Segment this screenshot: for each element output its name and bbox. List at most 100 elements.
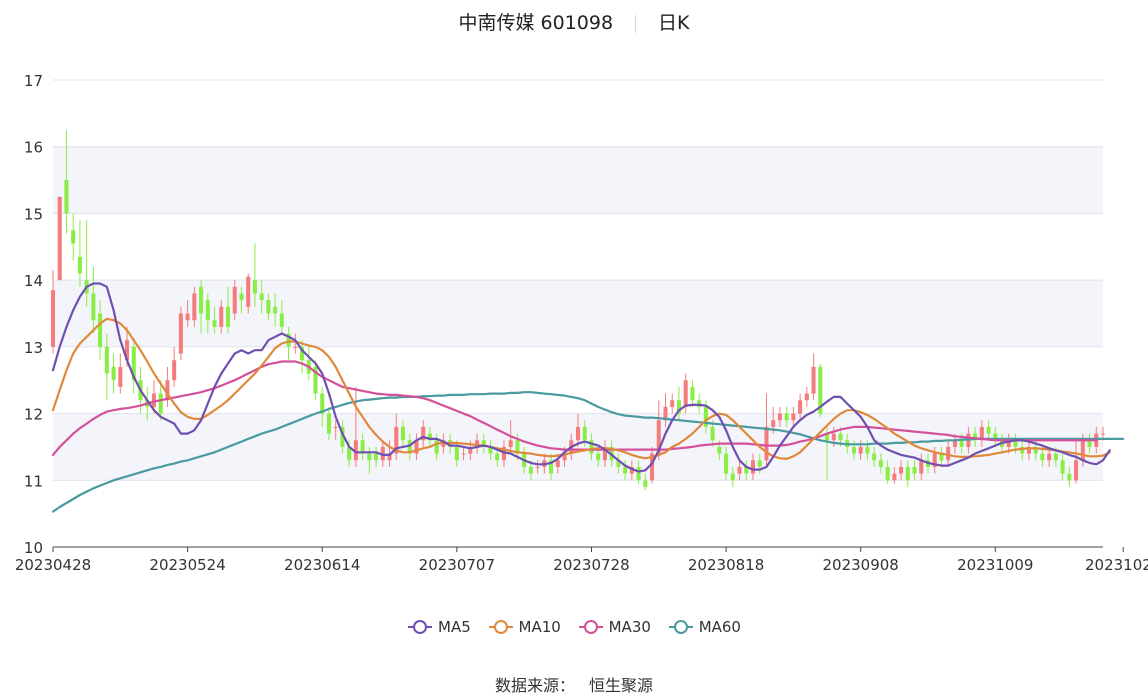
candle <box>616 453 621 474</box>
candle-body <box>959 440 964 447</box>
candle-body <box>1040 453 1045 461</box>
candle-body <box>199 286 204 314</box>
candle-body <box>475 440 480 447</box>
candle <box>273 293 278 327</box>
candle-body <box>1060 460 1065 474</box>
candle <box>825 426 830 481</box>
candle <box>481 433 486 454</box>
candle-body <box>703 406 708 427</box>
candle-body <box>515 440 520 454</box>
legend-item-ma5[interactable]: MA5 <box>407 618 471 636</box>
candle-body <box>118 366 123 387</box>
candle <box>199 280 204 334</box>
legend-item-ma10[interactable]: MA10 <box>488 618 561 636</box>
candle <box>737 460 742 481</box>
candle <box>878 453 883 474</box>
y-tick-label: 15 <box>24 205 43 223</box>
candle <box>340 420 345 454</box>
candle-body <box>690 386 695 401</box>
x-tick-label: 20230524 <box>149 556 225 574</box>
candle <box>697 393 702 414</box>
candle <box>239 286 244 314</box>
candle <box>421 420 426 447</box>
candle <box>306 346 311 381</box>
candle-body <box>939 453 944 461</box>
candle-body <box>380 446 385 461</box>
candle <box>205 293 210 334</box>
candle <box>905 460 910 487</box>
candle-body <box>246 276 251 307</box>
candle-body <box>1006 440 1011 447</box>
legend-item-ma30[interactable]: MA30 <box>578 618 651 636</box>
candle-body <box>50 290 56 347</box>
candle-body <box>266 300 271 314</box>
candle-body <box>400 426 406 441</box>
ma30-line <box>51 360 1098 456</box>
candle <box>602 440 607 467</box>
candle-body <box>838 433 843 441</box>
candle <box>885 460 890 484</box>
candle <box>374 446 379 467</box>
candle-body <box>1087 440 1092 447</box>
candle <box>400 420 406 447</box>
candle-body <box>1047 453 1052 461</box>
candle-body <box>77 256 82 274</box>
y-tick-label: 12 <box>24 406 43 424</box>
candle-body <box>804 393 809 401</box>
candle-body <box>64 180 69 214</box>
y-tick-label: 17 <box>24 72 43 90</box>
candle <box>225 286 231 334</box>
candle-body <box>320 393 325 414</box>
candle-body <box>710 426 715 441</box>
candle-body <box>340 426 345 447</box>
candle-body <box>650 453 655 481</box>
candle <box>750 453 756 481</box>
candle <box>427 426 432 447</box>
candle <box>326 406 331 441</box>
candle-body <box>616 460 621 467</box>
legend-item-ma60[interactable]: MA60 <box>668 618 741 636</box>
candle-body <box>293 346 298 348</box>
candle-body <box>225 306 231 327</box>
candle <box>246 273 251 314</box>
candle-body <box>892 473 897 481</box>
candle <box>549 453 554 481</box>
candle-body <box>629 466 634 474</box>
candle <box>151 380 156 414</box>
candle-body <box>878 460 883 467</box>
candle-body <box>724 453 729 474</box>
candle <box>1040 446 1045 467</box>
candle-body <box>125 340 130 361</box>
candle <box>643 473 648 491</box>
candle <box>300 340 305 374</box>
candle <box>811 353 816 401</box>
candle-body <box>172 360 177 381</box>
y-tick-label: 16 <box>24 139 43 157</box>
candle-body <box>158 393 163 414</box>
candle-body <box>1020 446 1025 454</box>
x-tick-label: 20230908 <box>823 556 899 574</box>
candle-body <box>347 446 352 461</box>
candle-body <box>286 333 291 347</box>
candle <box>98 300 103 361</box>
candle-body <box>259 293 264 301</box>
candle-body <box>905 466 910 481</box>
chart-legend: MA5 MA10 MA30 MA60 <box>0 618 1148 639</box>
candle-body <box>333 426 338 428</box>
candle <box>252 243 257 307</box>
candle-body <box>1033 446 1038 454</box>
candle-body <box>858 446 863 454</box>
candle <box>744 460 749 481</box>
candle-body <box>912 466 917 474</box>
candle <box>212 306 217 334</box>
candle-body <box>986 426 991 434</box>
candle <box>178 306 183 361</box>
candle-body <box>414 440 419 454</box>
candle <box>986 420 991 441</box>
candle-body <box>468 446 473 454</box>
candle <box>407 433 412 461</box>
candle-body <box>212 320 217 327</box>
legend-marker-ma30 <box>578 620 603 634</box>
candle-body <box>750 460 756 474</box>
